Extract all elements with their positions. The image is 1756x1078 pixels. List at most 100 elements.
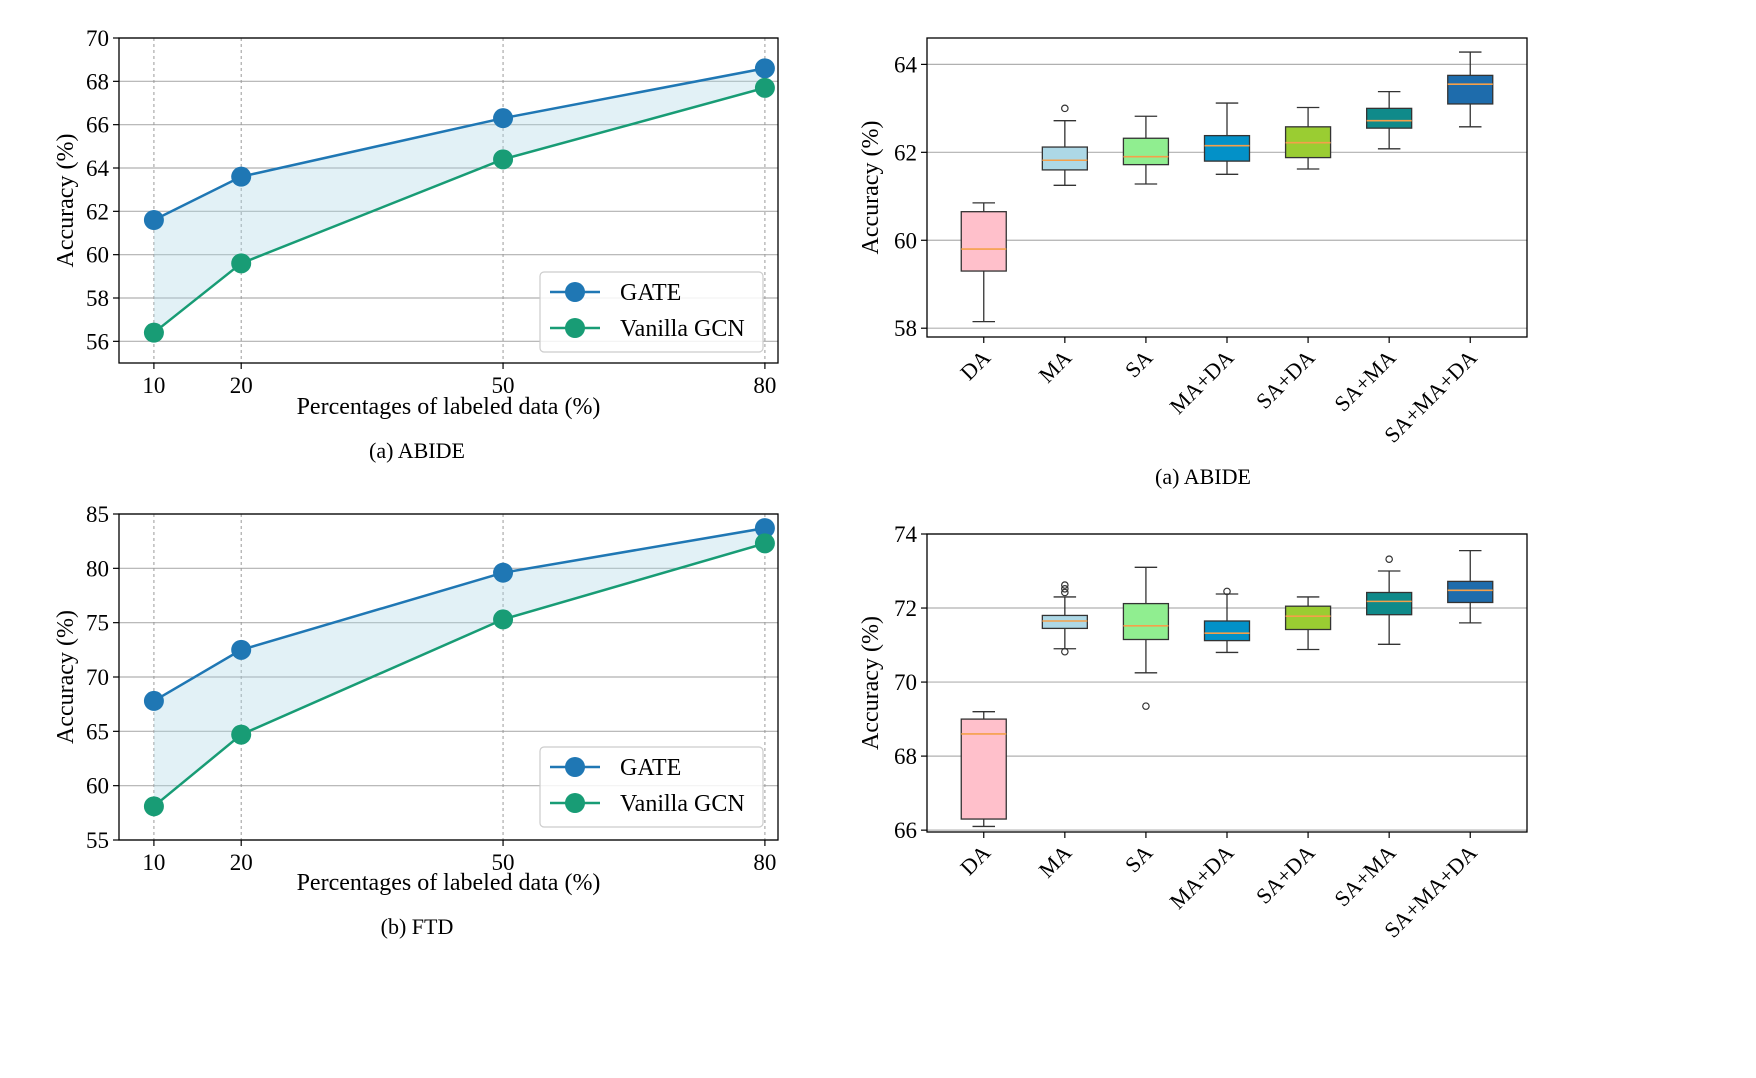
caption: (b) FTD	[381, 914, 454, 939]
y-tick-label: 58	[86, 286, 109, 311]
data-point	[231, 724, 252, 745]
data-point	[754, 77, 775, 98]
x-tick-label: SA+DA	[1251, 840, 1320, 909]
data-point	[493, 562, 514, 583]
plot-frame	[926, 37, 1528, 338]
x-tick-label: 10	[142, 373, 165, 398]
outlier-point	[1061, 584, 1069, 593]
box-SA+DA	[1284, 596, 1332, 651]
data-point	[493, 609, 514, 630]
outlier-point	[1061, 581, 1069, 589]
y-tick-label: 56	[86, 329, 109, 354]
x-tick-label: DA	[955, 345, 995, 385]
y-tick-label: 70	[86, 665, 109, 690]
box-iqr	[1366, 107, 1413, 129]
box-iqr	[1041, 614, 1088, 630]
series-line-2	[153, 542, 766, 808]
outlier-point	[1061, 104, 1069, 113]
box-SA	[1122, 566, 1170, 710]
box-SA+MA+DA	[1447, 51, 1494, 128]
data-point	[493, 149, 514, 170]
x-tick-label: 10	[142, 850, 165, 875]
y-tick-label: 66	[894, 818, 917, 843]
caption: (a) ABIDE	[369, 438, 465, 463]
series-line-1	[153, 67, 766, 222]
data-point	[143, 796, 164, 817]
y-axis-label: Accuracy (%)	[53, 610, 79, 744]
y-tick-label: 66	[86, 113, 109, 138]
x-tick-label: SA	[1120, 840, 1158, 878]
y-tick-label: 70	[894, 670, 917, 695]
outlier-point	[1061, 588, 1069, 597]
box-iqr	[1447, 580, 1494, 604]
legend-label: GATE	[620, 280, 681, 306]
x-axis-label: Percentages of labeled data (%)	[297, 394, 601, 420]
fill-between-area	[153, 528, 765, 807]
y-tick-label: 65	[86, 719, 109, 744]
y-tick-label: 60	[86, 243, 109, 268]
plot-frame	[926, 533, 1528, 833]
legend-marker	[565, 282, 585, 302]
x-tick-label: SA+DA	[1251, 345, 1320, 414]
y-tick-label: 64	[894, 52, 918, 77]
legend-marker	[565, 757, 585, 777]
outlier-point	[1142, 702, 1150, 710]
y-tick-label: 70	[86, 26, 109, 51]
data-point	[143, 690, 164, 711]
data-point	[493, 108, 514, 129]
legend: GATE Vanilla GCN	[539, 271, 764, 353]
y-tick-label: 72	[894, 596, 917, 621]
box-MA	[1041, 104, 1088, 186]
line-chart-1: 56 58 60 62 64 66 68 70 10 20 50 80 Percentages of l…	[53, 26, 779, 463]
y-tick-label: 62	[894, 140, 917, 165]
plot-frame	[118, 37, 779, 364]
box-iqr	[1041, 146, 1088, 171]
legend-marker	[565, 318, 585, 338]
legend-marker	[565, 793, 585, 813]
x-tick-label: SA+MA	[1329, 840, 1400, 911]
legend-label: Vanilla GCN	[620, 791, 745, 817]
x-tick-label: 80	[753, 373, 776, 398]
box-SA+MA+DA	[1447, 550, 1494, 624]
box-DA	[960, 202, 1007, 323]
x-tick-label: 50	[492, 373, 515, 398]
box-iqr	[1284, 605, 1332, 631]
y-tick-label: 60	[86, 774, 109, 799]
y-tick-label: 55	[86, 828, 109, 853]
box-MA+DA	[1203, 587, 1251, 654]
y-tick-label: 58	[894, 316, 917, 341]
y-tick-label: 64	[86, 156, 110, 181]
data-point	[231, 166, 252, 187]
y-tick-label: 75	[86, 611, 109, 636]
y-axis-label: Accuracy (%)	[53, 134, 79, 268]
x-tick-label: MA	[1034, 345, 1077, 388]
y-tick-label: 68	[894, 744, 917, 769]
y-tick-label: 85	[86, 502, 109, 527]
box-chart-3: DA MA SA MA+DA SA+DA SA+MASA+MA+DA58606264Acc…	[858, 37, 1528, 489]
x-axis-label: Percentages of labeled data (%)	[297, 870, 601, 896]
x-tick-label: DA	[955, 840, 995, 880]
box-iqr	[1203, 620, 1251, 642]
legend-label: Vanilla GCN	[620, 316, 745, 342]
data-point	[754, 518, 775, 539]
box-iqr	[1122, 602, 1170, 641]
box-iqr	[1122, 137, 1170, 166]
box-iqr	[1366, 591, 1413, 616]
box-SA+MA	[1366, 90, 1413, 150]
caption: (a) ABIDE	[1155, 464, 1251, 489]
box-SA+DA	[1284, 106, 1332, 170]
fill-between-area	[153, 68, 765, 333]
x-tick-label: 20	[230, 850, 253, 875]
box-MA+DA	[1203, 102, 1251, 175]
y-tick-label: 60	[894, 228, 917, 253]
x-tick-label: SA+MA	[1329, 345, 1400, 416]
box-iqr	[960, 211, 1007, 272]
y-axis-label: Accuracy (%)	[858, 121, 884, 255]
box-iqr	[960, 718, 1007, 820]
outlier-point	[1223, 587, 1231, 596]
box-SA	[1122, 115, 1170, 185]
data-point	[231, 253, 252, 274]
box-DA	[960, 711, 1007, 828]
box-chart-4: DA MA SA MA+DA SA+DA SA+MASA+MA+DA6668707274A…	[858, 522, 1528, 943]
